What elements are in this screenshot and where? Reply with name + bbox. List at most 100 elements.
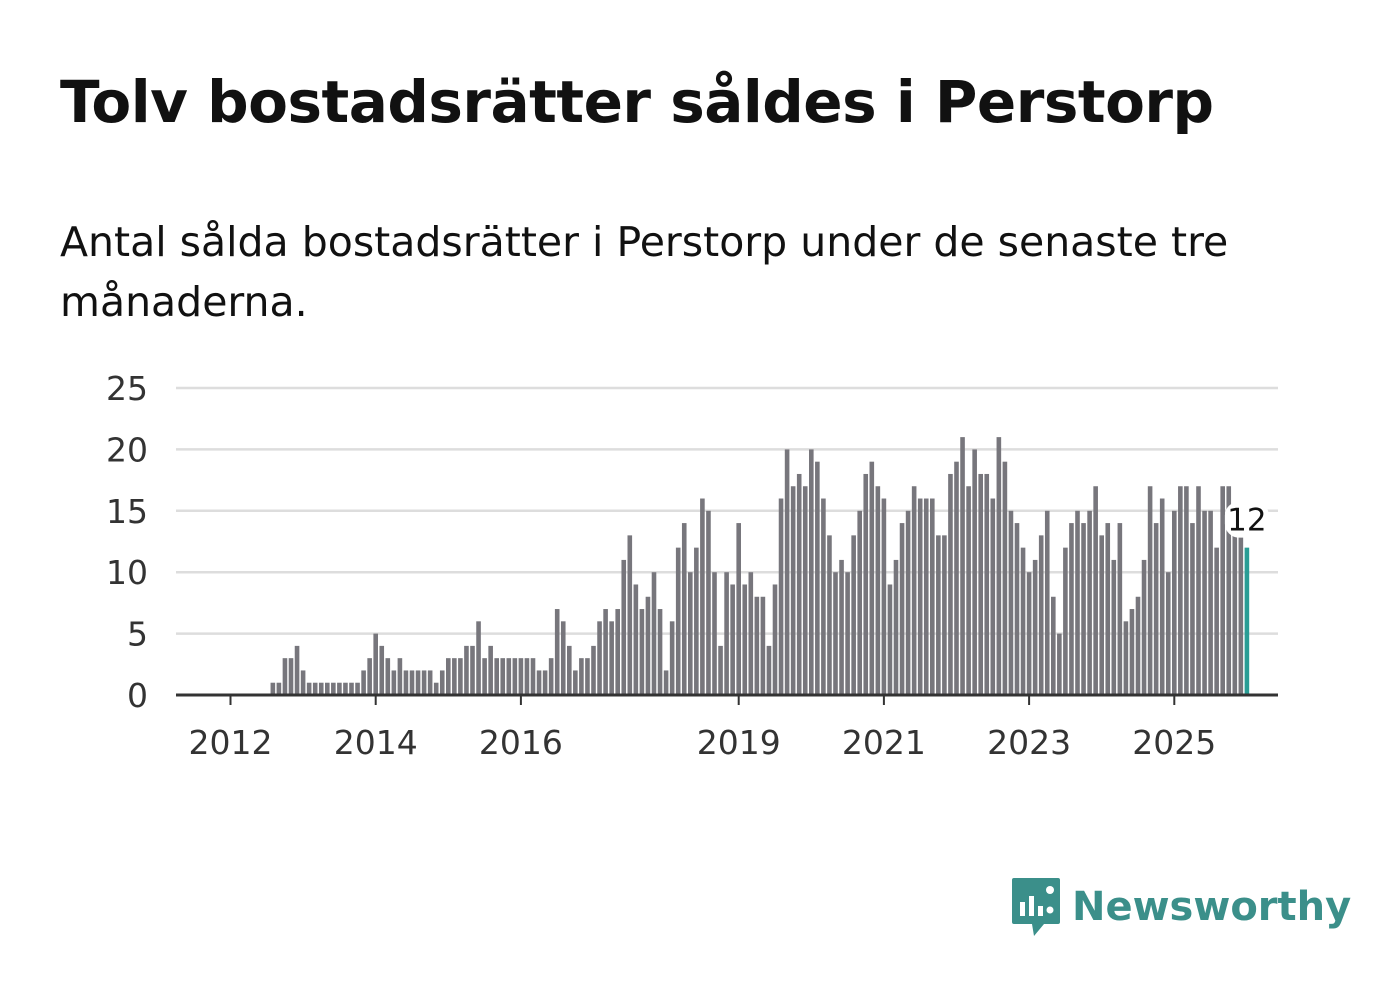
bar <box>367 658 372 695</box>
bar <box>421 670 427 695</box>
bar <box>288 658 294 695</box>
bar <box>464 645 469 695</box>
bar <box>318 682 324 695</box>
bar <box>567 645 572 695</box>
bar <box>337 682 342 695</box>
bar <box>325 682 330 695</box>
bar <box>1208 510 1213 695</box>
bar <box>1057 633 1062 695</box>
bar <box>1038 535 1044 695</box>
bar <box>524 658 530 695</box>
bar <box>585 658 590 695</box>
bar <box>645 596 651 695</box>
x-tick-label: 2014 <box>334 723 418 762</box>
bar <box>815 461 820 695</box>
bar <box>1147 486 1153 695</box>
bar <box>446 658 451 695</box>
bar <box>917 498 923 695</box>
x-tick-label: 2025 <box>1132 723 1216 762</box>
brand-name: Newsworthy <box>1072 884 1352 930</box>
bar <box>1202 510 1207 695</box>
bar <box>869 461 875 695</box>
bar <box>633 584 639 695</box>
bar <box>923 498 929 695</box>
bar <box>1190 523 1195 695</box>
bar <box>639 609 645 695</box>
bar <box>905 510 911 695</box>
bar <box>1153 523 1159 695</box>
bar <box>409 670 415 695</box>
bar <box>1141 559 1147 695</box>
bar <box>1178 486 1183 695</box>
bar <box>373 633 378 695</box>
bar <box>494 658 499 695</box>
bar <box>724 572 729 695</box>
bar <box>796 473 802 695</box>
highlight-bar <box>1244 547 1250 695</box>
bar <box>560 621 566 695</box>
bar <box>1105 523 1111 695</box>
bar <box>760 596 766 695</box>
bar <box>712 572 717 695</box>
bar <box>609 621 614 695</box>
bar <box>427 670 433 695</box>
bar <box>881 498 887 695</box>
bar <box>778 498 784 695</box>
bar <box>1075 510 1080 695</box>
bar <box>270 682 276 695</box>
bar <box>306 682 312 695</box>
bar <box>500 658 506 695</box>
bar <box>536 670 542 695</box>
bar <box>790 486 796 695</box>
bar <box>990 498 996 695</box>
bar <box>331 682 336 695</box>
x-tick-label: 2016 <box>479 723 563 762</box>
bar <box>379 645 385 695</box>
bar <box>954 461 959 695</box>
bar <box>942 535 947 695</box>
bar <box>887 584 893 695</box>
bar <box>839 559 844 695</box>
bar <box>1196 486 1201 695</box>
bar <box>530 658 536 695</box>
bar <box>439 670 445 695</box>
bar <box>355 682 360 695</box>
bar <box>669 621 675 695</box>
bar <box>591 645 596 695</box>
bar <box>827 535 832 695</box>
bar <box>1165 572 1171 695</box>
bar <box>1020 547 1026 695</box>
bar <box>488 645 493 695</box>
bar <box>833 572 838 695</box>
bar <box>1117 523 1123 695</box>
bar <box>597 621 602 695</box>
bar <box>603 609 608 695</box>
bar <box>542 670 548 695</box>
chart-title: Tolv bostadsrätter såldes i Perstorp <box>60 68 1214 136</box>
bar <box>1172 510 1177 695</box>
bar <box>361 670 366 695</box>
bar <box>893 559 899 695</box>
bar <box>385 658 391 695</box>
bar <box>675 547 681 695</box>
value-label-background <box>1224 501 1269 538</box>
bar <box>403 670 409 695</box>
y-tick-label: 20 <box>106 430 148 469</box>
bar <box>1069 523 1074 695</box>
bar <box>802 486 808 695</box>
bar <box>621 559 627 695</box>
bar <box>875 486 881 695</box>
bar <box>548 658 554 695</box>
bar <box>766 645 772 695</box>
bar <box>863 473 869 695</box>
bar <box>730 584 735 695</box>
bar <box>742 584 748 695</box>
bar <box>573 670 578 695</box>
bar <box>821 498 826 695</box>
x-tick-label: 2019 <box>697 723 781 762</box>
bar <box>1214 547 1219 695</box>
bar <box>718 645 723 695</box>
bar <box>1111 559 1117 695</box>
bar <box>960 437 965 695</box>
